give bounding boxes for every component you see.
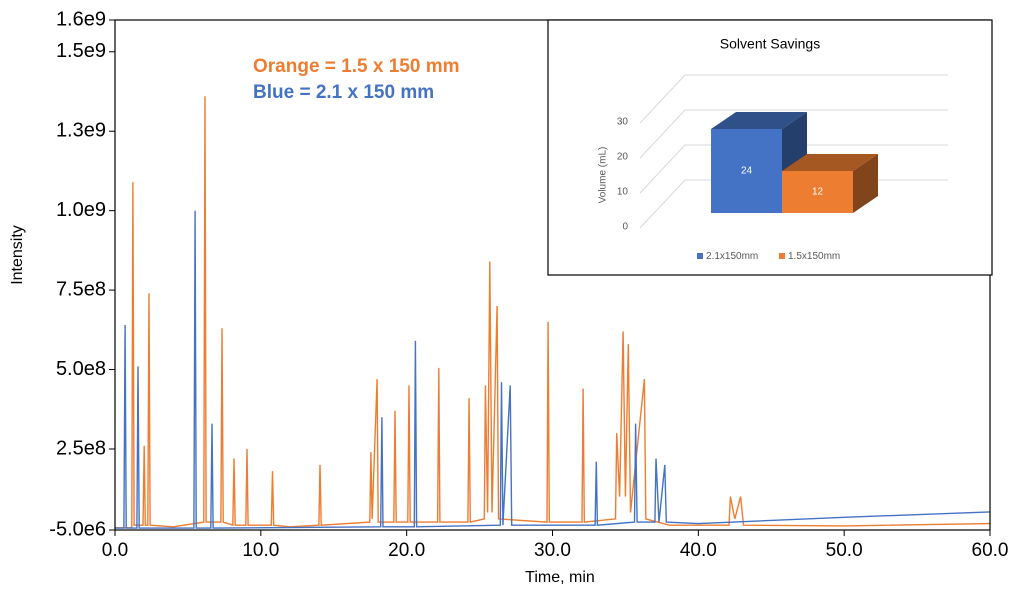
legend-swatch (697, 253, 703, 259)
y-tick-label: 1.6e9 (56, 8, 106, 30)
y-axis-label: Volume (mL) (598, 147, 609, 204)
y-tick-label: 10 (617, 187, 629, 198)
x-tick-label: 60.0 (972, 540, 1009, 561)
chromatogram-line (115, 210, 991, 529)
x-tick-label: 0.0 (102, 540, 128, 561)
y-tick-label: 7.5e8 (56, 278, 106, 300)
y-tick-label: 5.0e8 (56, 358, 106, 380)
inset-title: Solvent Savings (720, 36, 820, 52)
x-tick-label: 30.0 (534, 540, 571, 561)
grid-line (639, 144, 948, 194)
bar-top (711, 112, 807, 129)
annotation: Orange = 1.5 x 150 mm (253, 56, 459, 77)
y-axis-label: Intensity (9, 225, 26, 285)
y-tick-label: -5.0e6 (49, 518, 106, 540)
y-tick-label: 1.3e9 (56, 119, 106, 141)
grid-line (639, 74, 948, 124)
x-tick-label: 50.0 (826, 540, 863, 561)
y-tick-label: 1.0e9 (56, 199, 106, 221)
data-label: 24 (741, 166, 753, 177)
data-label: 12 (812, 187, 824, 198)
x-tick-label: 40.0 (680, 540, 717, 561)
x-tick-label: 20.0 (388, 540, 425, 561)
legend-label: 1.5x150mm (788, 251, 840, 262)
bar-side (853, 154, 878, 213)
bar (782, 171, 853, 213)
y-tick-label: 20 (617, 152, 629, 163)
y-tick-label: 30 (617, 117, 629, 128)
bar (711, 129, 782, 213)
legend-label: 2.1x150mm (706, 251, 758, 262)
x-tick-label: 10.0 (242, 540, 279, 561)
bar-top (782, 154, 878, 171)
x-axis-label: Time, min (525, 569, 595, 586)
y-tick-label: 0 (622, 222, 628, 233)
annotation: Blue = 2.1 x 150 mm (253, 82, 434, 103)
legend-swatch (779, 253, 785, 259)
y-tick-label: 1.5e9 (56, 40, 106, 62)
y-tick-label: 2.5e8 (56, 437, 106, 459)
chromatogram-line (115, 96, 991, 529)
grid-line (639, 109, 948, 159)
